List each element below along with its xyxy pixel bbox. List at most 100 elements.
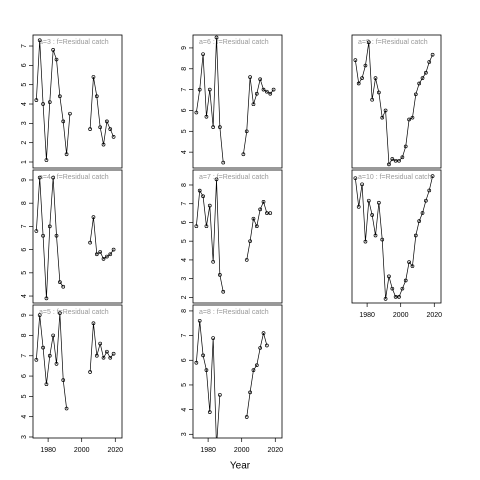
data-point bbox=[41, 102, 45, 106]
data-point bbox=[248, 75, 252, 79]
panel: a=7 : f=Residual catch 2 3 4 5 6 7 8 bbox=[181, 169, 283, 304]
y-tick-label: 7 bbox=[21, 224, 28, 228]
data-point bbox=[64, 152, 69, 157]
plot-area bbox=[194, 318, 269, 438]
data-point bbox=[194, 224, 199, 229]
data-point bbox=[207, 410, 212, 414]
x-axis-label: Year bbox=[230, 461, 251, 472]
plot-area bbox=[353, 174, 435, 301]
data-point bbox=[420, 76, 425, 80]
y-tick-label: 9 bbox=[181, 46, 188, 50]
data-point bbox=[201, 194, 205, 199]
data-point bbox=[194, 110, 199, 115]
panel-frame bbox=[192, 34, 283, 169]
data-point bbox=[353, 176, 358, 181]
data-point bbox=[424, 198, 428, 203]
series-line bbox=[89, 323, 114, 373]
data-point bbox=[58, 94, 62, 99]
data-point bbox=[356, 81, 361, 86]
y-tick-label: 3 bbox=[21, 121, 28, 125]
data-point bbox=[218, 125, 222, 129]
y-tick-label: 3 bbox=[181, 432, 188, 436]
data-point bbox=[54, 362, 59, 366]
data-point bbox=[397, 158, 401, 163]
data-point bbox=[413, 233, 418, 238]
panel-frame bbox=[32, 169, 123, 304]
data-point bbox=[373, 76, 378, 80]
data-point bbox=[410, 115, 415, 120]
data-point bbox=[360, 182, 364, 187]
data-point bbox=[54, 57, 59, 62]
panel-title: a=4 : f=Residual catch bbox=[39, 174, 109, 181]
data-point bbox=[204, 224, 209, 229]
panel-title: a=6 : f=Residual catch bbox=[199, 39, 269, 46]
data-point bbox=[268, 211, 273, 215]
x-tick-label: 1980 bbox=[200, 447, 216, 454]
data-point bbox=[94, 353, 99, 358]
y-tick-label: 5 bbox=[21, 83, 28, 87]
data-point bbox=[197, 318, 202, 323]
series-line bbox=[355, 176, 433, 299]
data-point bbox=[34, 229, 39, 233]
data-point bbox=[387, 274, 391, 279]
plot-area bbox=[34, 311, 116, 411]
data-point bbox=[430, 52, 435, 57]
data-point bbox=[218, 273, 222, 277]
data-point bbox=[244, 415, 249, 419]
plot-area bbox=[34, 175, 116, 301]
panel: a=6 : f=Residual catch 4 5 6 7 8 9 bbox=[181, 34, 283, 169]
data-point bbox=[204, 368, 209, 372]
data-point bbox=[58, 311, 62, 315]
panel: a=9 : f=Residual catch bbox=[351, 34, 442, 169]
data-point bbox=[51, 48, 56, 52]
data-point bbox=[251, 102, 256, 107]
panel: a=3 : f=Residual catch 1 2 3 4 5 6 7 bbox=[21, 34, 123, 169]
data-point bbox=[400, 155, 405, 160]
data-point bbox=[197, 87, 202, 92]
data-point bbox=[41, 233, 45, 238]
panel-frame bbox=[32, 304, 123, 439]
y-tick-label: 2 bbox=[181, 295, 188, 299]
data-point bbox=[393, 295, 398, 299]
data-point bbox=[214, 177, 219, 182]
data-point bbox=[244, 129, 249, 134]
y-tick-label: 8 bbox=[21, 201, 28, 205]
data-point bbox=[390, 286, 395, 291]
data-point bbox=[214, 35, 219, 40]
y-tick-label: 4 bbox=[21, 294, 28, 298]
data-point bbox=[101, 355, 106, 360]
series-line bbox=[196, 37, 224, 163]
data-point bbox=[221, 160, 226, 165]
data-point bbox=[258, 77, 263, 82]
series-line bbox=[246, 333, 268, 418]
y-tick-label: 7 bbox=[21, 354, 28, 358]
data-point bbox=[424, 70, 428, 75]
y-tick-label: 5 bbox=[181, 383, 188, 387]
y-tick-label: 5 bbox=[21, 271, 28, 275]
y-tick-label: 9 bbox=[21, 178, 28, 182]
data-point bbox=[251, 216, 256, 221]
data-point bbox=[380, 115, 385, 120]
data-point bbox=[430, 174, 435, 178]
data-point bbox=[261, 87, 266, 92]
data-point bbox=[403, 144, 408, 149]
y-tick-label: 7 bbox=[181, 88, 188, 92]
data-point bbox=[197, 188, 202, 193]
y-tick-label: 8 bbox=[181, 309, 188, 313]
data-point bbox=[44, 158, 49, 162]
data-point bbox=[108, 127, 113, 131]
panel-frame bbox=[32, 34, 123, 169]
data-point bbox=[265, 343, 269, 348]
data-point bbox=[251, 368, 256, 372]
y-tick-label: 5 bbox=[181, 129, 188, 133]
data-point bbox=[370, 97, 375, 102]
data-point bbox=[204, 114, 209, 119]
data-point bbox=[271, 87, 276, 92]
panel-frame bbox=[351, 169, 442, 304]
series-line bbox=[89, 76, 114, 145]
data-point bbox=[211, 259, 216, 264]
data-point bbox=[360, 76, 364, 80]
data-point bbox=[37, 38, 42, 43]
data-point bbox=[244, 258, 249, 262]
data-point bbox=[397, 295, 401, 299]
